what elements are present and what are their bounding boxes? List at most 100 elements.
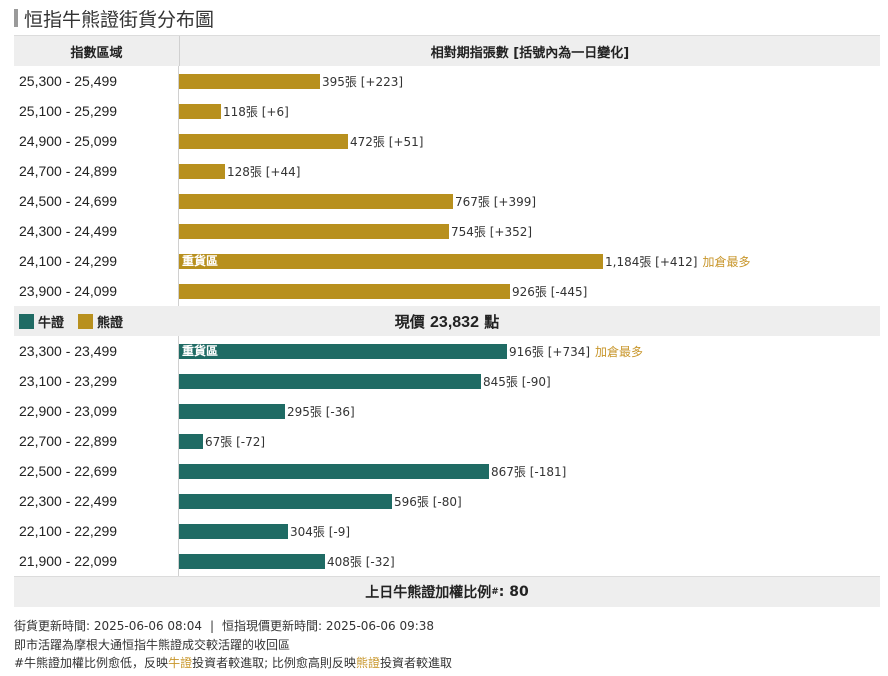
- bear-bar-cell: 395張 [+223]: [179, 66, 880, 96]
- bear-value-label: 395張 [+223]: [322, 74, 404, 89]
- bull-range-label: 23,100 - 23,299: [14, 366, 179, 396]
- bull-bar[interactable]: [179, 493, 392, 509]
- price-unit: 點: [484, 312, 500, 331]
- bear-range-label: 25,300 - 25,499: [14, 66, 179, 96]
- bear-range-label: 24,700 - 24,899: [14, 156, 179, 186]
- bull-value-label: 304張 [-9]: [290, 524, 351, 539]
- bull-range-label: 22,500 - 22,699: [14, 456, 179, 486]
- bear-bar-cell: 128張 [+44]: [179, 156, 880, 186]
- bear-range-label: 24,500 - 24,699: [14, 186, 179, 216]
- bear-row: 23,900 - 24,099 926張 [-445]: [14, 276, 880, 306]
- bear-row: 25,100 - 25,299 118張 [+6]: [14, 96, 880, 126]
- table-header: 指數區域 相對期指張數 [括號內為一日變化]: [14, 35, 880, 66]
- bull-row: 22,700 - 22,899 67張 [-72]: [14, 426, 880, 456]
- ratio-value: : 80: [498, 584, 529, 600]
- title-accent-bar: [14, 9, 18, 27]
- bull-bar[interactable]: [179, 373, 481, 389]
- bear-value-label: 767張 [+399]: [455, 194, 537, 209]
- bull-rows: 23,300 - 23,499 重貨區 916張 [+734] 加倉最多 23,100 …: [14, 336, 880, 576]
- bull-row: 22,300 - 22,499 596張 [-80]: [14, 486, 880, 516]
- footnote-ratio-bear: 熊證: [355, 656, 380, 670]
- bear-row: 24,100 - 24,299 重貨區 1,184張 [+412] 加倉最多: [14, 246, 880, 276]
- bull-value-label: 845張 [-90]: [483, 374, 551, 389]
- bull-value-label: 596張 [-80]: [394, 494, 462, 509]
- bear-range-label: 24,900 - 25,099: [14, 126, 179, 156]
- chart-title: 恒指牛熊證街貨分布圖: [14, 7, 214, 31]
- update-time: 街貨更新時間: 2025-06-06 08:04: [14, 619, 202, 633]
- bull-row: 21,900 - 22,099 408張 [-32]: [14, 546, 880, 576]
- bear-bar[interactable]: [179, 283, 510, 299]
- bull-bar[interactable]: [179, 403, 285, 419]
- header-quantity: 相對期指張數 [括號內為一日變化]: [430, 45, 630, 61]
- price-row: 牛證 熊證 現價 23,832 點: [14, 306, 880, 336]
- bear-rows: 25,300 - 25,499 395張 [+223] 25,100 - 25,29…: [14, 66, 880, 306]
- bear-range-label: 24,100 - 24,299: [14, 246, 179, 276]
- bear-value-label: 926張 [-445]: [512, 284, 588, 299]
- footnote-separator: |: [210, 619, 215, 633]
- footnote-active: 即市活躍為摩根大通恒指牛熊證成交較活躍的收回區: [14, 637, 291, 652]
- heavy-zone-label: 重貨區: [182, 253, 219, 268]
- bear-bar[interactable]: [179, 103, 221, 119]
- footnote-ratio-c: 投資者較進取; 比例愈高則反映: [192, 656, 356, 670]
- bull-bar[interactable]: [179, 433, 203, 449]
- footnote-ratio-a: #牛熊證加權比例愈低，反映: [14, 656, 169, 670]
- bear-row: 24,300 - 24,499 754張 [+352]: [14, 216, 880, 246]
- bull-row: 22,100 - 22,299 304張 [-9]: [14, 516, 880, 546]
- bull-range-label: 21,900 - 22,099: [14, 546, 179, 576]
- price-label: 現價: [394, 312, 425, 331]
- legend-bull-label: 牛證: [38, 315, 65, 331]
- bull-row: 23,100 - 23,299 845張 [-90]: [14, 366, 880, 396]
- bull-row: 23,300 - 23,499 重貨區 916張 [+734] 加倉最多: [14, 336, 880, 366]
- footnote-ratio-e: 投資者較進取: [379, 656, 452, 670]
- bull-range-label: 23,300 - 23,499: [14, 336, 179, 366]
- legend-bear: 熊證: [78, 312, 123, 331]
- bear-bar[interactable]: [179, 133, 348, 149]
- bear-row: 24,700 - 24,899 128張 [+44]: [14, 156, 880, 186]
- footnotes: 街貨更新時間: 2025-06-06 08:04 | 恒指現價更新時間: 2025-…: [14, 617, 452, 673]
- bear-value-label: 128張 [+44]: [227, 164, 301, 179]
- bull-bar-cell: 67張 [-72]: [179, 426, 880, 456]
- price-update-time: 恒指現價更新時間: 2025-06-06 09:38: [222, 619, 435, 633]
- ratio-label: 上日牛熊證加權比例: [365, 585, 492, 601]
- bear-row: 24,500 - 24,699 767張 [+399]: [14, 186, 880, 216]
- bull-bar[interactable]: [179, 523, 288, 539]
- header-range: 指數區域: [14, 36, 180, 66]
- bull-range-label: 22,100 - 22,299: [14, 516, 179, 546]
- bear-bar[interactable]: [179, 163, 225, 179]
- bull-range-label: 22,900 - 23,099: [14, 396, 179, 426]
- bull-swatch-icon: [19, 313, 34, 329]
- footnote-times: 街貨更新時間: 2025-06-06 08:04 | 恒指現價更新時間: 2025-…: [14, 617, 452, 636]
- bull-bar-cell: 304張 [-9]: [179, 516, 880, 546]
- bear-bar-cell: 重貨區 1,184張 [+412] 加倉最多: [179, 246, 880, 276]
- bull-row: 22,500 - 22,699 867張 [-181]: [14, 456, 880, 486]
- most-added-label: 加倉最多: [595, 344, 644, 359]
- bear-bar-cell: 767張 [+399]: [179, 186, 880, 216]
- price-value: 23,832: [430, 313, 479, 331]
- bull-bar[interactable]: 重貨區: [179, 343, 507, 359]
- bull-bar-cell: 596張 [-80]: [179, 486, 880, 516]
- footnote-ratio: #牛熊證加權比例愈低，反映牛證投資者較進取; 比例愈高則反映熊證投資者較進取: [14, 654, 452, 673]
- bear-row: 24,900 - 25,099 472張 [+51]: [14, 126, 880, 156]
- bull-bar[interactable]: [179, 553, 325, 569]
- bull-value-label: 295張 [-36]: [287, 404, 355, 419]
- bear-range-label: 24,300 - 24,499: [14, 216, 179, 246]
- bull-value-label: 916張 [+734]: [509, 344, 591, 359]
- bear-bar[interactable]: 重貨區: [179, 253, 603, 269]
- bear-bar-cell: 754張 [+352]: [179, 216, 880, 246]
- bull-value-label: 867張 [-181]: [491, 464, 567, 479]
- bear-bar[interactable]: [179, 73, 320, 89]
- bear-bar-cell: 118張 [+6]: [179, 96, 880, 126]
- bear-bar[interactable]: [179, 193, 453, 209]
- bull-bar[interactable]: [179, 463, 489, 479]
- legend-bear-label: 熊證: [97, 315, 124, 331]
- current-price: 現價 23,832 點: [14, 311, 880, 332]
- weighted-ratio: 上日牛熊證加權比例 #: 80: [14, 576, 880, 607]
- bear-bar[interactable]: [179, 223, 449, 239]
- bear-value-label: 754張 [+352]: [451, 224, 533, 239]
- bull-bar-cell: 408張 [-32]: [179, 546, 880, 576]
- bull-range-label: 22,700 - 22,899: [14, 426, 179, 456]
- bear-range-label: 23,900 - 24,099: [14, 276, 179, 306]
- bear-value-label: 1,184張 [+412]: [605, 254, 698, 269]
- bull-bar-cell: 845張 [-90]: [179, 366, 880, 396]
- bull-bar-cell: 867張 [-181]: [179, 456, 880, 486]
